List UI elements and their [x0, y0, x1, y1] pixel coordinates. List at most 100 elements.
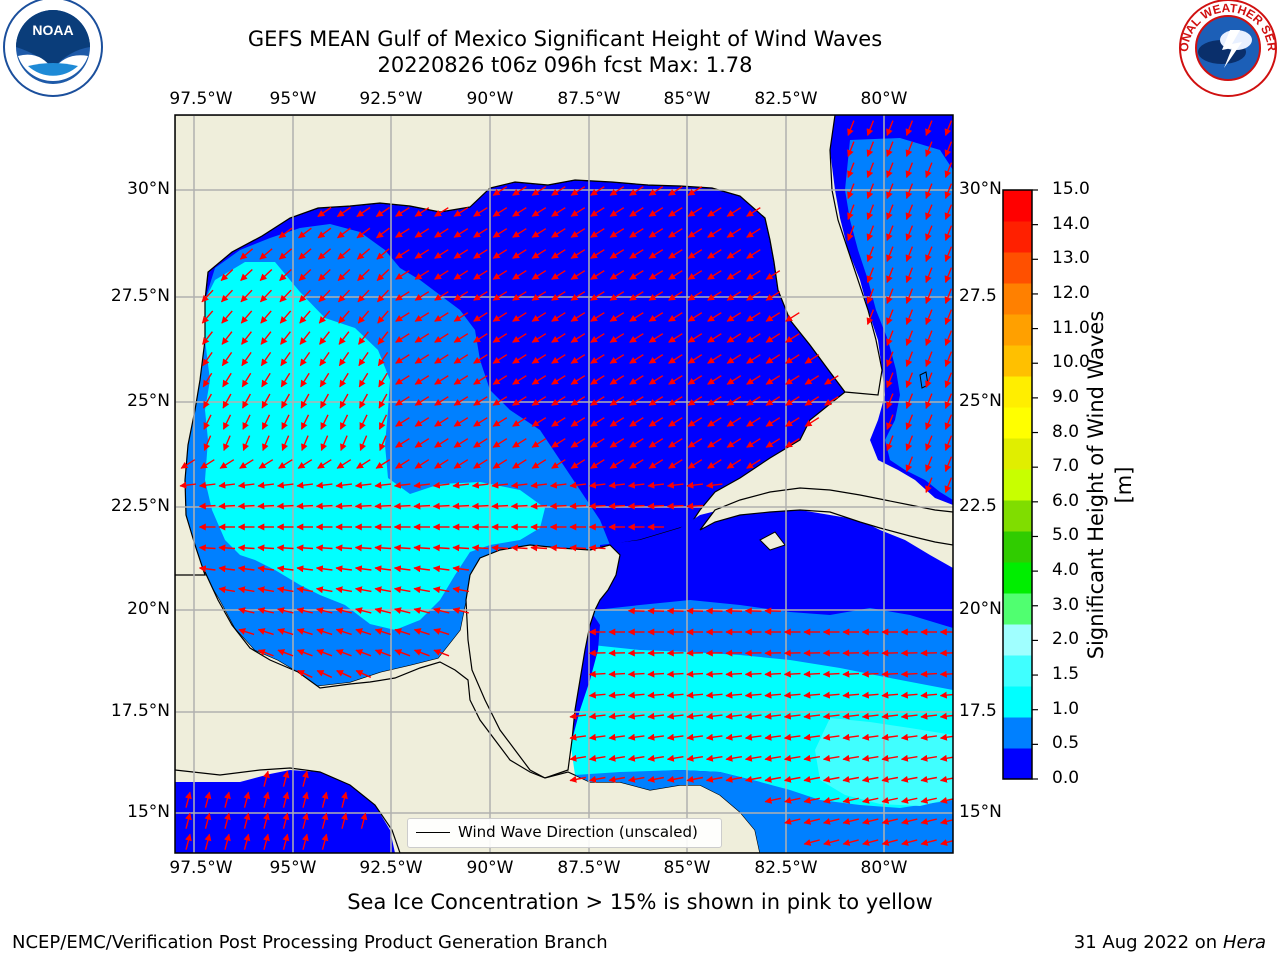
wave-direction-arrow — [414, 228, 430, 238]
national-weather-service-logo: NATIONAL WEATHER SERVICE — [0, 0, 1279, 97]
chart-title: GEFS MEAN Gulf of Mexico Significant Hei… — [247, 27, 883, 51]
wave-direction-arrow — [648, 312, 664, 322]
wave-direction-arrow — [237, 544, 255, 552]
wave-direction-arrow — [202, 372, 213, 388]
wave-direction-arrow — [239, 459, 254, 469]
wave-direction-arrow — [726, 396, 742, 406]
wave-direction-arrow — [648, 270, 664, 280]
wave-direction-arrow — [374, 607, 391, 614]
wave-direction-arrow — [531, 291, 547, 301]
wave-direction-arrow — [376, 248, 390, 260]
lon-tick-bottom: 87.5°W — [557, 858, 621, 878]
wave-direction-arrow — [648, 417, 664, 427]
wave-direction-arrow — [358, 372, 369, 388]
wave-direction-arrow — [512, 291, 527, 301]
wave-direction-arrow — [705, 712, 723, 720]
wave-direction-arrow — [746, 417, 761, 427]
wave-direction-arrow — [707, 228, 722, 238]
wave-direction-arrow — [221, 351, 233, 367]
wave-direction-arrow — [243, 791, 251, 808]
wave-direction-arrow — [920, 796, 937, 804]
wave-direction-arrow — [512, 438, 527, 448]
lon-tick-bottom: 80°W — [860, 858, 908, 878]
wave-direction-arrow — [433, 649, 450, 657]
wave-direction-arrow — [648, 459, 664, 469]
wave-direction-arrow — [765, 438, 781, 448]
colorbar-tick-label: 1.0 — [1052, 698, 1080, 719]
wave-direction-arrow — [218, 565, 235, 573]
wave-direction-arrow — [687, 312, 703, 322]
wave-direction-arrow — [473, 438, 488, 448]
wave-direction-arrow — [726, 207, 742, 217]
colorbar-tick-label: 4.0 — [1052, 560, 1080, 581]
wave-direction-arrow — [512, 312, 527, 322]
wave-direction-arrow — [666, 481, 684, 489]
wave-direction-arrow — [900, 775, 918, 783]
wave-direction-arrow — [299, 351, 311, 367]
lon-tick-top: 87.5°W — [557, 89, 621, 109]
wave-direction-arrow — [338, 310, 350, 324]
wave-direction-arrow — [302, 812, 309, 829]
wave-direction-arrow — [608, 670, 626, 678]
wave-direction-arrow — [842, 839, 859, 846]
wave-direction-arrow — [355, 607, 372, 614]
wave-direction-arrow — [453, 396, 469, 406]
wave-direction-arrow — [764, 754, 782, 762]
wave-direction-arrow — [395, 312, 410, 322]
wave-direction-arrow — [726, 228, 742, 238]
wave-direction-arrow — [570, 333, 586, 343]
wave-direction-arrow — [239, 248, 254, 260]
lon-tick-bottom: 90°W — [466, 858, 514, 878]
wave-direction-arrow — [301, 435, 309, 452]
wave-direction-arrow — [378, 393, 388, 409]
wave-direction-arrow — [900, 670, 918, 678]
wave-direction-arrow — [590, 207, 605, 217]
colorbar-tick-label: 13.0 — [1052, 248, 1090, 269]
wave-direction-arrow — [765, 270, 781, 280]
wave-direction-arrow — [297, 670, 313, 678]
colorbar-tick-label: 0.0 — [1052, 768, 1080, 788]
wave-direction-arrow — [687, 333, 703, 343]
colorbar-segment — [1003, 283, 1032, 315]
wave-direction-arrow — [609, 333, 625, 343]
colorbar-segment — [1003, 438, 1032, 470]
wave-direction-arrow — [453, 438, 469, 448]
wave-direction-arrow — [648, 396, 664, 406]
wave-direction-arrow — [905, 246, 914, 263]
wave-direction-arrow — [920, 818, 937, 825]
wave-direction-arrow — [668, 312, 683, 322]
wave-direction-arrow — [925, 477, 933, 494]
wave-direction-arrow — [492, 249, 508, 259]
wave-direction-arrow — [201, 310, 214, 324]
svg-text:NATIONAL WEATHER SERVICE: NATIONAL WEATHER SERVICE — [0, 0, 1279, 52]
wave-direction-arrow — [201, 289, 214, 303]
wave-direction-arrow — [473, 396, 488, 406]
wave-direction-arrow — [823, 818, 840, 825]
wave-direction-arrow — [629, 249, 644, 259]
wave-direction-arrow — [925, 309, 933, 326]
wave-direction-arrow — [263, 770, 270, 787]
wave-direction-arrow — [842, 818, 859, 825]
wave-direction-arrow — [590, 417, 605, 427]
colorbar-segment — [1003, 655, 1032, 687]
wave-direction-arrow — [785, 354, 800, 364]
wave-direction-arrow — [357, 310, 370, 324]
wave-direction-arrow — [765, 354, 781, 364]
wave-direction-arrow — [744, 733, 762, 741]
colorbar-segment — [1003, 500, 1032, 532]
wave-direction-arrow — [512, 270, 527, 280]
wave-direction-arrow — [666, 733, 684, 741]
wave-direction-arrow — [180, 459, 196, 469]
wave-direction-arrow — [335, 565, 352, 573]
wave-direction-arrow — [512, 396, 527, 406]
wave-direction-arrow — [686, 502, 704, 510]
wave-direction-arrow — [298, 227, 312, 239]
wave-direction-arrow — [842, 754, 860, 762]
wave-direction-arrow — [920, 733, 937, 741]
wave-direction-arrow — [570, 417, 586, 427]
wave-direction-arrow — [627, 775, 645, 783]
wave-direction-arrow — [413, 502, 431, 510]
lon-tick-top: 97.5°W — [169, 89, 233, 109]
wave-direction-arrow — [395, 228, 410, 238]
wave-direction-arrow — [335, 607, 352, 614]
